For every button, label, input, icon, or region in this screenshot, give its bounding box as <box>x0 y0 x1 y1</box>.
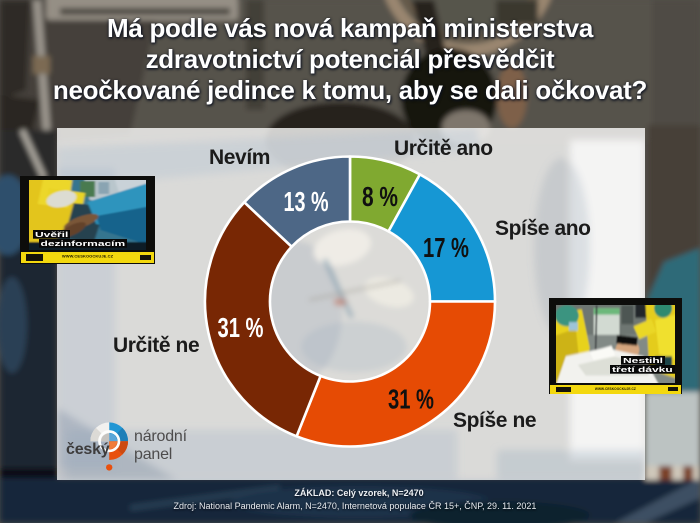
svg-text:31 %: 31 % <box>388 384 434 415</box>
svg-text:8 %: 8 % <box>362 181 398 212</box>
svg-text:17 %: 17 % <box>423 232 469 263</box>
svg-text:13 %: 13 % <box>284 186 329 217</box>
svg-text:31 %: 31 % <box>218 312 264 343</box>
